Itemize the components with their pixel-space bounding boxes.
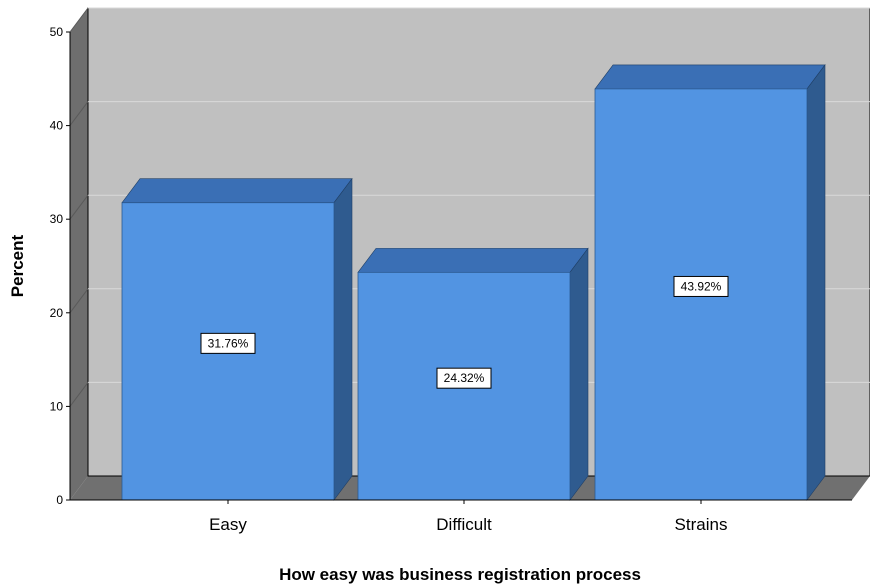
y-tick-label-3: 30 — [50, 212, 64, 226]
bar-difficult: 24.32% — [357, 247, 589, 501]
data-label-text-0: 31.76% — [208, 336, 249, 350]
bar-top-2 — [594, 64, 826, 90]
data-label-box-2 — [673, 275, 729, 297]
bar-side-2 — [806, 64, 826, 501]
bar-top-0 — [121, 178, 353, 204]
side-gridline-2 — [69, 288, 89, 314]
x-tick-label-2: Strains — [675, 515, 728, 534]
bar-top-1 — [357, 248, 589, 273]
y-tick-label-4: 40 — [50, 119, 64, 133]
bar-strains: 43.92% — [594, 64, 826, 501]
side-wall — [70, 8, 88, 500]
y-ticks: 0 10 20 30 40 50 — [50, 25, 70, 507]
bar-easy: 31.76% — [121, 177, 353, 501]
y-tick-label-0: 0 — [56, 493, 63, 507]
side-gridline-4 — [69, 101, 89, 126]
data-label-text-1: 24.32% — [444, 371, 485, 385]
side-gridline-1 — [69, 382, 89, 407]
y-axis-title: Percent — [8, 234, 27, 297]
data-label-box-1 — [436, 367, 492, 389]
data-label-0: 31.76% — [200, 332, 256, 354]
bar-side-1 — [569, 247, 589, 501]
x-tick-label-0: Easy — [209, 515, 247, 534]
data-label-box-0 — [200, 332, 256, 354]
data-label-2: 43.92% — [673, 275, 729, 297]
x-tick-label-1: Difficult — [436, 515, 492, 534]
y-tick-label-1: 10 — [50, 399, 64, 413]
bar-side-0 — [333, 177, 353, 501]
y-tick-label-5: 50 — [50, 25, 64, 39]
x-axis-title: How easy was business registration proce… — [279, 565, 641, 584]
side-gridline-5 — [69, 7, 89, 33]
x-labels: Easy Difficult Strains — [209, 500, 727, 534]
bars: 31.76% 24.32% 43.92% — [121, 64, 826, 501]
y-tick-label-2: 20 — [50, 306, 64, 320]
side-gridline-3 — [69, 194, 89, 220]
data-label-text-2: 43.92% — [681, 279, 722, 293]
data-label-1: 24.32% — [436, 367, 492, 389]
